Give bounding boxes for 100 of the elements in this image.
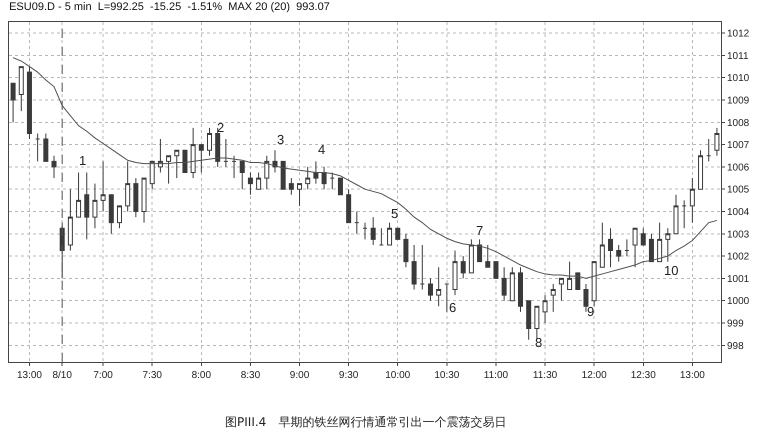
- y-tick-label: 1003: [727, 229, 750, 240]
- candlestick: [166, 155, 172, 184]
- annotation: 6: [449, 300, 456, 315]
- candlestick: [657, 222, 662, 262]
- candlestick: [412, 244, 417, 290]
- annotation: 4: [318, 142, 326, 157]
- candlestick: [583, 283, 588, 312]
- candlestick: [387, 222, 392, 246]
- y-tick-label: 1005: [727, 184, 750, 196]
- candlestick: [182, 150, 188, 173]
- y-tick-label: 1011: [727, 50, 749, 62]
- candlestick: [608, 228, 614, 268]
- candlestick: [640, 228, 646, 246]
- candlestick: [174, 150, 180, 179]
- x-tick-label: 13:00: [680, 370, 706, 381]
- annotation: 1: [79, 153, 86, 168]
- candlestick: [575, 272, 580, 290]
- candlestick: [248, 172, 253, 196]
- annotation: 10: [664, 263, 678, 278]
- candlestick: [526, 300, 532, 340]
- candlestick: [550, 283, 556, 312]
- candlestick: [116, 205, 122, 229]
- y-tick-label: 999: [727, 318, 744, 330]
- x-tick-label: 13:00: [16, 370, 42, 381]
- candlestick: [460, 256, 466, 279]
- candlestick: [264, 155, 270, 190]
- candlestick: [502, 266, 507, 302]
- candlestick: [338, 178, 343, 196]
- annotation: 2: [217, 120, 224, 135]
- candlestick: [714, 127, 720, 156]
- candlestick: [68, 188, 73, 252]
- x-tick-label: 10:00: [385, 370, 411, 381]
- candlestick: [468, 238, 474, 274]
- x-tick-label: 11:30: [532, 370, 558, 381]
- annotation: 5: [391, 206, 398, 221]
- x-tick-label: 9:30: [338, 370, 359, 381]
- candlestick: [542, 294, 548, 324]
- y-tick-label: 1010: [727, 73, 750, 84]
- candlestick: [133, 178, 138, 218]
- x-tick-label: 8/10: [52, 370, 72, 381]
- x-tick-label: 9:00: [290, 370, 310, 381]
- candlestick: [10, 82, 16, 123]
- y-tick-label: 1004: [727, 207, 750, 218]
- candlestick: [108, 194, 114, 234]
- candlestick: [198, 144, 204, 173]
- candlestick: [428, 278, 433, 302]
- candlestick: [240, 160, 245, 190]
- candlestick: [493, 261, 498, 279]
- candlestick: [682, 200, 687, 229]
- candlestick: [485, 244, 490, 268]
- candlestick: [592, 261, 597, 307]
- candlestick: [207, 127, 212, 156]
- candlestick: [84, 172, 90, 240]
- candlestick: [452, 250, 458, 296]
- candlestick: [378, 228, 384, 246]
- text: 图PIII.4 早期的铁丝网行情通常引出一个震荡交易日: [225, 415, 506, 429]
- candlestick: [272, 150, 278, 173]
- x-tick-label: 8:30: [240, 370, 261, 381]
- candlestick: [673, 194, 678, 234]
- annotation: 3: [277, 132, 284, 147]
- x-tick-label: 11:00: [484, 370, 509, 381]
- candlestick: [477, 238, 482, 262]
- candlestick: [510, 266, 515, 302]
- candlestick: [600, 222, 605, 268]
- annotation: 7: [476, 223, 484, 238]
- candlestick: [297, 183, 302, 206]
- x-tick-label: 7:30: [142, 370, 162, 381]
- candlestick: [100, 160, 106, 212]
- candlestick: [280, 160, 286, 190]
- candlestick: [436, 266, 442, 307]
- candlestick: [35, 132, 40, 162]
- candlestick: [395, 228, 400, 240]
- candlestick: [190, 127, 196, 179]
- x-tick-label: 12:00: [582, 370, 608, 381]
- y-tick-label: 1012: [727, 28, 750, 40]
- candlestick: [632, 228, 638, 268]
- candlestick: [420, 244, 425, 290]
- candlestick: [232, 155, 237, 179]
- candlestick: [330, 172, 335, 190]
- x-tick-label: 10:30: [434, 370, 460, 381]
- candlestick: [142, 178, 147, 224]
- candlestick: [370, 216, 376, 246]
- candlestick: [346, 188, 352, 224]
- x-tick-label: 8:00: [192, 370, 212, 381]
- candlestick: [125, 160, 130, 212]
- candlestick: [288, 178, 294, 196]
- candlestick: [690, 178, 695, 224]
- candlestick: [567, 261, 572, 290]
- y-tick-label: 1000: [727, 296, 750, 308]
- candlestick: [52, 155, 57, 179]
- candlestick: [26, 66, 32, 140]
- candlestick: [616, 244, 622, 262]
- y-tick-label: 1009: [727, 96, 750, 107]
- candlestick: [354, 211, 360, 234]
- candlestick: [444, 283, 450, 312]
- candlestick: [624, 238, 630, 257]
- y-tick-label: 998: [727, 340, 744, 352]
- candlestick: [698, 150, 704, 190]
- x-tick-label: 12:30: [630, 370, 656, 381]
- candlestick: [362, 222, 368, 240]
